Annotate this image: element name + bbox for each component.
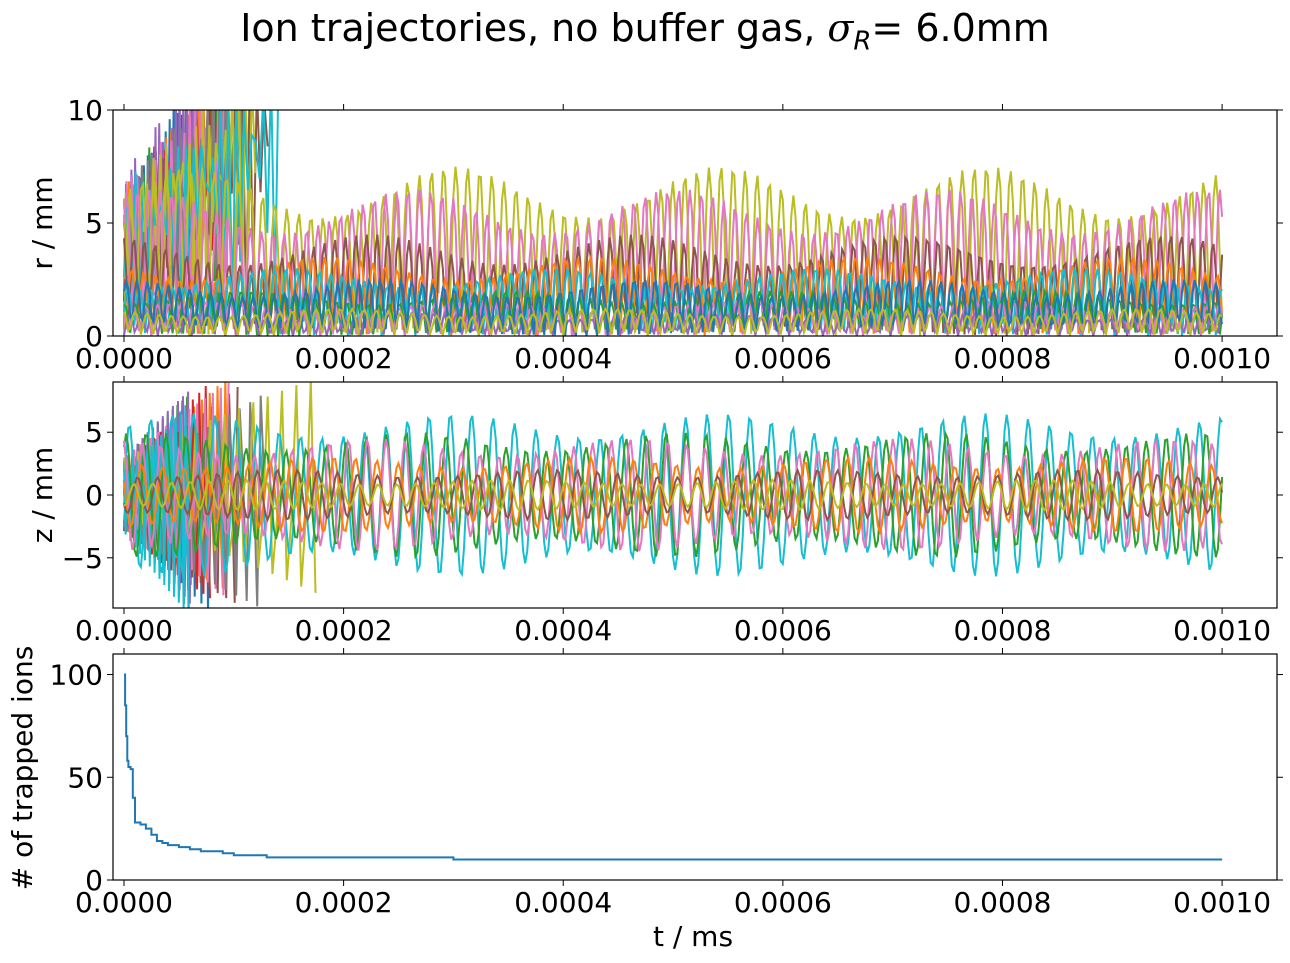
r-x-tick-label: 0.0006: [734, 342, 832, 375]
trapped-x-tick-label: 0.0008: [953, 886, 1051, 919]
trapped-x-tick-label: 0.0004: [514, 886, 612, 919]
z-x-tick-label: 0.0008: [953, 614, 1051, 647]
z-y-tick-label: 0: [85, 479, 103, 512]
trapped-axes-frame: [112, 653, 1278, 881]
r-trajectory-9: [123, 306, 1223, 336]
r-trajectory-1: [123, 189, 1224, 336]
r-x-tick-label: 0.0000: [75, 342, 173, 375]
z-y-axis-label: z / mm: [26, 447, 59, 543]
z-x-tick-label: 0.0002: [295, 614, 393, 647]
trapped-series-group: [124, 673, 1223, 861]
r-y-tick-label: 5: [85, 207, 103, 240]
z-trajectories-plot: 0.0000 0.0002 0.0004 0.0006 0.0008 0.0010 −5 0 5…: [26, 376, 1283, 647]
r-x-tick-label: 0.0010: [1173, 342, 1271, 375]
figure-title-prefix: Ion trajectories, no buffer gas,: [240, 6, 816, 50]
figure-title-symbol: σ: [827, 6, 854, 50]
z-trajectory-3: [123, 454, 1224, 536]
figure-title: Ion trajectories, no buffer gas, σR= 6.0…: [0, 6, 1290, 57]
r-x-tick-label: 0.0002: [295, 342, 393, 375]
z-series-group: [123, 382, 1224, 608]
z-y-tick-label: 5: [85, 416, 103, 449]
trapped-ions-plot: 0.0000 0.0002 0.0004 0.0006 0.0008 0.0010 0 50 1…: [6, 646, 1283, 953]
z-y-tick-label: −5: [62, 542, 103, 575]
trapped-y-tick-label: 100: [50, 659, 103, 692]
z-trajectory-1: [123, 429, 1224, 560]
z-x-tick-label: 0.0000: [75, 614, 173, 647]
r-x-tick-label: 0.0008: [953, 342, 1051, 375]
z-trajectory-5: [123, 477, 1224, 512]
z-trajectory-0: [123, 413, 1223, 578]
z-trajectory-4: [123, 467, 1224, 523]
r-y-tick-label: 0: [85, 320, 103, 353]
z-x-tick-label: 0.0004: [514, 614, 612, 647]
r-trajectory-8: [123, 276, 1224, 336]
r-y-axis-label: r / mm: [26, 176, 59, 269]
trapped-y-tick-label: 0: [85, 864, 103, 897]
figure-title-suffix: = 6.0mm: [871, 6, 1050, 50]
r-series-group: [123, 110, 1224, 336]
r-x-tick-label: 0.0004: [514, 342, 612, 375]
trapped-ions-series: [124, 673, 1223, 861]
z-x-tick-label: 0.0010: [1173, 614, 1271, 647]
trapped-x-tick-label: 0.0000: [75, 886, 173, 919]
trapped-x-axis-label: t / ms: [653, 920, 733, 953]
trapped-y-axis-label: # of trapped ions: [6, 646, 39, 891]
trapped-y-tick-label: 50: [67, 761, 103, 794]
r-lost-trajectory: [123, 110, 279, 324]
trapped-x-tick-label: 0.0006: [734, 886, 832, 919]
trapped-x-tick-label: 0.0002: [295, 886, 393, 919]
trapped-x-tick-label: 0.0010: [1173, 886, 1271, 919]
r-y-tick-label: 10: [67, 94, 103, 127]
r-lost-trajectory: [123, 110, 257, 318]
r-trajectories-plot: 0.0000 0.0002 0.0004 0.0006 0.0008 0.0010 0 5 10…: [26, 94, 1283, 375]
figure-title-subscript: R: [853, 26, 872, 57]
z-x-tick-label: 0.0006: [734, 614, 832, 647]
